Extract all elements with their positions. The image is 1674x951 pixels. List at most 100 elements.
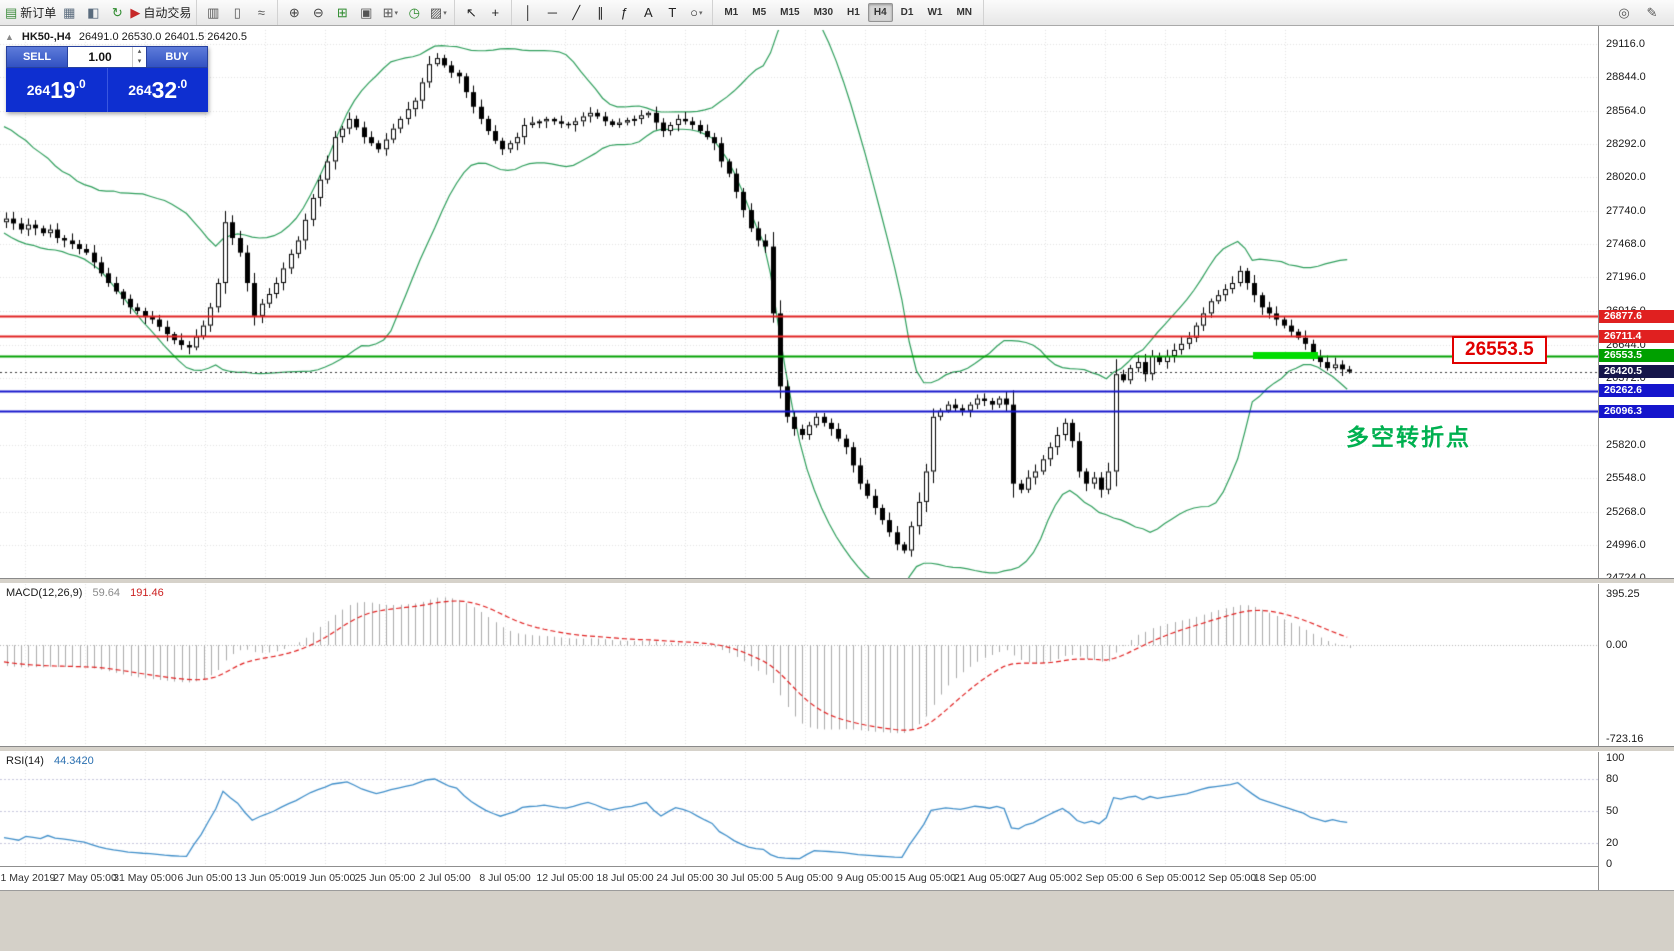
price-axis-label: 28844.0 [1606, 71, 1646, 84]
vertical-line-button[interactable]: │ [516, 2, 540, 24]
sell-button[interactable]: SELL [6, 46, 68, 68]
label-button[interactable]: T [660, 2, 684, 24]
profiles-button[interactable]: ◧ [81, 2, 105, 24]
line-chart-icon: ≈ [257, 5, 265, 20]
vertical-line-icon: │ [524, 5, 533, 20]
time-axis-label: 18 Jul 05:00 [596, 872, 654, 884]
shapes-icon: ○ [690, 5, 698, 20]
horizontal-line-icon: ─ [547, 5, 557, 20]
trendline-button[interactable]: ╱ [564, 2, 588, 24]
support-line-1-price-tag: 26262.6 [1599, 384, 1674, 398]
crosshair-button[interactable]: + [483, 2, 507, 24]
macd-signal-value: 191.46 [130, 587, 164, 599]
rsi-indicator-label: RSI(14) 44.3420 [6, 755, 94, 767]
period-button[interactable]: ◷ [402, 2, 426, 24]
timeframe-m5[interactable]: M5 [752, 7, 767, 18]
time-axis-label: 12 Jul 05:00 [536, 872, 594, 884]
time-axis-label: 21 Aug 05:00 [954, 872, 1016, 884]
symbol-period-label: HK50-,H4 [21, 31, 71, 43]
templates-icon: ▨ [429, 5, 443, 20]
autotrading-button-label: 自动交易 [143, 6, 192, 20]
macd-name: MACD(12,26,9) [6, 587, 83, 599]
channel-button[interactable]: ∥ [588, 2, 612, 24]
volume-stepper[interactable]: 1.00 ▴ ▾ [68, 46, 146, 68]
volume-value[interactable]: 1.00 [88, 50, 112, 64]
text-button[interactable]: A [636, 2, 660, 24]
new-order-button-label: 新订单 [20, 6, 57, 20]
time-axis-label: 19 Jun 05:00 [294, 872, 356, 884]
candlestick-chart-button[interactable]: ▯ [225, 2, 249, 24]
charts-grid-button[interactable]: ▦ [57, 2, 81, 24]
indicators-button[interactable]: ⊞ [330, 2, 354, 24]
bar-chart-button[interactable]: ▥ [201, 2, 225, 24]
timeframe-h4[interactable]: H4 [867, 3, 893, 22]
panel-separator[interactable] [0, 578, 1674, 584]
candlestick-icon: ▯ [233, 5, 241, 20]
time-axis-label: 25 Jun 05:00 [354, 872, 416, 884]
rsi-value: 44.3420 [53, 755, 94, 767]
zoom-in-icon: ⊕ [288, 5, 300, 20]
tile-windows-button[interactable]: ▣ [354, 2, 378, 24]
sell-price-frac: .0 [75, 77, 86, 91]
resistance-line-1-price-tag: 26877.6 [1599, 309, 1674, 323]
pivot-line-price-tag: 26553.5 [1599, 349, 1674, 363]
time-axis-label: 8 Jul 05:00 [479, 872, 531, 884]
time-axis[interactable]: 21 May 2019 27 May 05:00 31 May 05:00 6 Jun… [0, 866, 1598, 890]
time-axis-label: 12 Sep 05:00 [1193, 872, 1257, 884]
price-axis-label: 28564.0 [1606, 105, 1646, 118]
zoom-out-icon: ⊖ [312, 5, 324, 20]
search-icon: ◎ [1618, 5, 1630, 20]
pencil-icon: ✎ [1646, 5, 1658, 20]
edit-button[interactable]: ✎ [1640, 2, 1664, 24]
autotrading-play-icon: ▶ [130, 5, 141, 20]
horizontal-line-button[interactable]: ─ [540, 2, 564, 24]
time-axis-label: 6 Sep 05:00 [1136, 872, 1194, 884]
cursor-icon: ↖ [465, 5, 477, 20]
price-axis-label: 24996.0 [1606, 538, 1646, 551]
cursor-button[interactable]: ↖ [459, 2, 483, 24]
new-chart-button[interactable]: ⊞ ▾ [378, 2, 402, 24]
spinner-down-icon[interactable]: ▾ [137, 58, 142, 65]
toolbar-right-group: ◎ ✎ [1612, 2, 1674, 24]
zoom-out-button[interactable]: ⊖ [306, 2, 330, 24]
timeframe-m15[interactable]: M15 [780, 7, 800, 18]
search-button[interactable]: ◎ [1612, 2, 1636, 24]
toolbar: ▤ 新订单 ▦ ◧ ↻ ▶ 自动交易 ▥ ▯ ≈ ⊕ ⊖ ⊞ ▣ ⊞ ▾ ◷ ▨ ▾ ↖ + │ ─ ╱ ∥ ƒ A T ○ ▾ M1 M5 M… [0, 0, 1674, 26]
timeframe-m30[interactable]: M30 [813, 7, 834, 18]
refresh-button[interactable]: ↻ [105, 2, 129, 24]
toolbar-group: │ ─ ╱ ∥ ƒ A T ○ ▾ [512, 0, 714, 25]
templates-button[interactable]: ▨ ▾ [426, 2, 450, 24]
chart-canvas[interactable] [0, 26, 1674, 890]
timeframe-d1[interactable]: D1 [900, 7, 914, 18]
timeframe-mn[interactable]: MN [956, 7, 972, 18]
chart-text-annotation[interactable]: 多空转折点 [1346, 424, 1471, 450]
price-axis[interactable]: 29116.0 28844.0 28564.0 28292.0 28020.0 27740… [1598, 26, 1674, 890]
buy-price[interactable]: 264 32 .0 [107, 68, 208, 112]
label-icon: T [668, 5, 677, 20]
toolbar-group: ⊕ ⊖ ⊞ ▣ ⊞ ▾ ◷ ▨ ▾ [278, 0, 456, 25]
timeframe-m1[interactable]: M1 [724, 7, 739, 18]
line-chart-button[interactable]: ≈ [249, 2, 273, 24]
resistance-line-2-price-tag: 26711.4 [1599, 329, 1674, 343]
ohlc-values: 26491.0 26530.0 26401.5 26420.5 [78, 31, 248, 43]
volume-spinner[interactable]: ▴ ▾ [132, 47, 146, 67]
time-axis-label: 27 May 05:00 [53, 872, 117, 884]
collapse-toolbar-icon[interactable]: ▲ [5, 32, 14, 42]
timeframe-h1[interactable]: H1 [847, 7, 860, 18]
sell-price[interactable]: 264 19 .0 [6, 68, 108, 112]
buy-button[interactable]: BUY [146, 46, 208, 68]
toolbar-group: ▤ 新订单 ▦ ◧ ↻ ▶ 自动交易 [0, 0, 198, 25]
spinner-up-icon[interactable]: ▴ [137, 48, 142, 55]
new-order-button[interactable]: ▤ 新订单 [4, 2, 57, 24]
zoom-in-button[interactable]: ⊕ [282, 2, 306, 24]
time-axis-label: 2 Jul 05:00 [419, 872, 471, 884]
autotrading-button[interactable]: ▶ 自动交易 [129, 2, 192, 24]
timeframe-w1[interactable]: W1 [927, 7, 943, 18]
new-order-icon: ▤ [5, 5, 18, 20]
crosshair-icon: + [491, 5, 500, 20]
shapes-button[interactable]: ○ ▾ [684, 2, 708, 24]
fibonacci-button[interactable]: ƒ [612, 2, 636, 24]
price-level-callout[interactable]: 26553.5 [1452, 336, 1547, 364]
panel-separator[interactable] [0, 746, 1674, 752]
